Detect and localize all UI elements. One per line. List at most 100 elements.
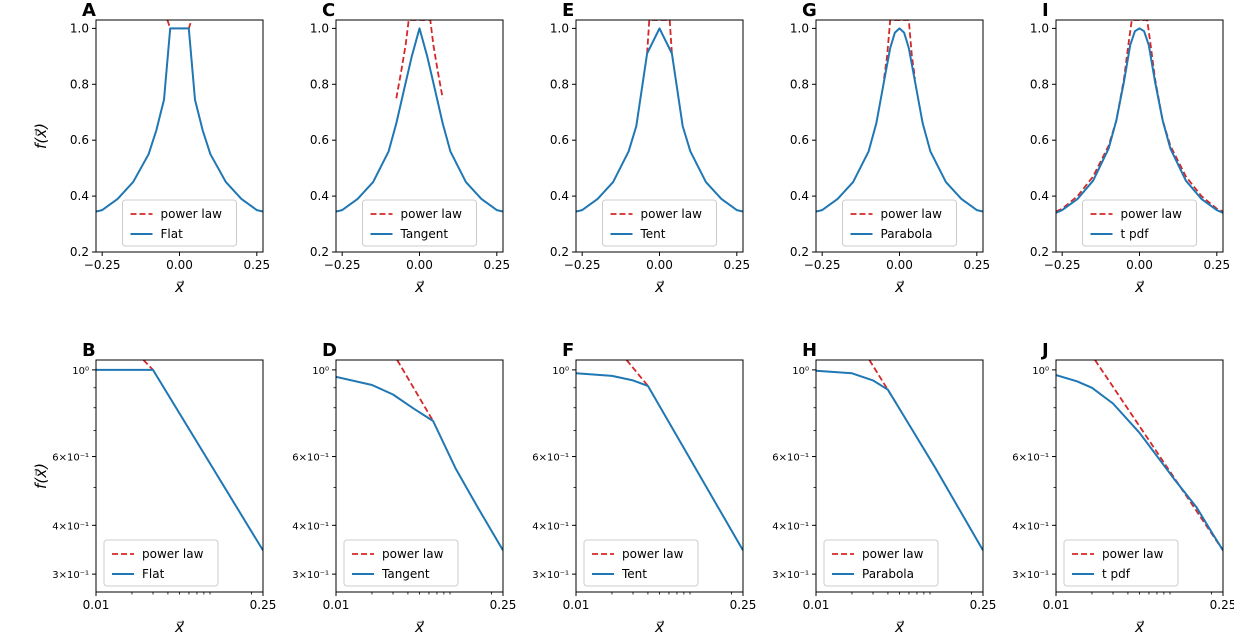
legend-label: t pdf (1102, 567, 1131, 581)
x-axis-label: x⃗ (1134, 618, 1144, 636)
y-tick-label: 0.2 (790, 245, 809, 259)
y-tick-label: 6×10⁻¹ (52, 453, 89, 464)
y-tick-label: 0.4 (1030, 189, 1049, 203)
x-axis-label: x⃗ (174, 278, 184, 296)
x-tick-label: 0.25 (250, 598, 277, 612)
legend: power law Parabola (823, 539, 939, 587)
x-tick-label: 0.01 (83, 598, 110, 612)
panel-letter: F (562, 340, 574, 361)
y-tick-label: 0.8 (70, 77, 89, 91)
power-law-line (166, 20, 193, 30)
y-tick-label: 3×10⁻¹ (532, 570, 569, 581)
y-tick-label: 1.0 (550, 21, 569, 35)
legend-label: power law (382, 547, 444, 561)
x-tick-label: 0.00 (1126, 258, 1153, 272)
x-tick-label: 0.01 (1043, 598, 1070, 612)
y-tick-label: 10⁰ (312, 366, 329, 377)
power-law-line (1094, 360, 1223, 551)
power-law-line (142, 360, 154, 371)
x-axis-label: x⃗ (654, 618, 664, 636)
legend: power law Parabola (842, 199, 957, 247)
y-tick-label: 0.8 (1030, 77, 1049, 91)
y-tick-label: 1.0 (70, 21, 89, 35)
x-tick-label: −0.25 (324, 258, 361, 272)
y-tick-label: 0.2 (550, 245, 569, 259)
panel-letter: D (322, 340, 337, 361)
legend-label: power law (142, 547, 204, 561)
y-tick-label: 3×10⁻¹ (772, 570, 809, 581)
y-tick-label: 0.8 (550, 77, 569, 91)
x-tick-label: −0.25 (84, 258, 121, 272)
y-axis-label: f(x⃗) (32, 463, 50, 489)
legend-label: power law (881, 207, 943, 221)
y-tick-label: 4×10⁻¹ (1012, 521, 1049, 532)
model-curve (96, 27, 263, 213)
x-tick-label: 0.25 (483, 258, 510, 272)
x-axis-label: x⃗ (414, 278, 424, 296)
y-tick-label: 1.0 (310, 21, 329, 35)
x-tick-label: 0.25 (1210, 598, 1234, 612)
y-tick-label: 10⁰ (1032, 366, 1049, 377)
legend: power law Flat (122, 199, 237, 247)
legend-label: power law (161, 207, 223, 221)
power-law-line (883, 20, 916, 79)
legend-label: Tent (621, 567, 647, 581)
y-tick-label: 10⁰ (552, 366, 569, 377)
panel-letter: G (802, 0, 817, 21)
y-tick-label: 1.0 (790, 21, 809, 35)
plot-area-F (576, 360, 743, 551)
legend-label: Parabola (881, 227, 933, 241)
y-tick-label: 3×10⁻¹ (52, 570, 89, 581)
x-tick-label: 0.25 (963, 258, 990, 272)
model-curve (336, 375, 503, 551)
y-tick-label: 4×10⁻¹ (292, 521, 329, 532)
legend: power law Tangent (362, 199, 477, 247)
x-tick-label: 0.00 (406, 258, 433, 272)
y-tick-label: 0.6 (790, 133, 809, 147)
legend-label: power law (622, 547, 684, 561)
y-tick-label: 0.6 (310, 133, 329, 147)
plot-area-B (96, 360, 263, 551)
y-tick-label: 0.8 (310, 77, 329, 91)
legend: power law Tent (602, 199, 717, 247)
plot-area-J (1056, 360, 1223, 551)
model-curve (816, 369, 983, 551)
x-tick-label: 0.25 (730, 598, 757, 612)
legend-label: power law (641, 207, 703, 221)
y-tick-label: 6×10⁻¹ (772, 453, 809, 464)
y-axis-label: f(x⃗) (32, 123, 50, 149)
x-axis-label: x⃗ (894, 278, 904, 296)
plot-area-I (1056, 20, 1223, 214)
model-curve (96, 368, 263, 551)
x-axis-label: x⃗ (174, 618, 184, 636)
x-tick-label: 0.00 (886, 258, 913, 272)
y-tick-label: 4×10⁻¹ (52, 521, 89, 532)
legend-label: t pdf (1121, 227, 1150, 241)
legend: power law Flat (103, 539, 219, 587)
plot-area-C (336, 20, 503, 213)
y-tick-label: 0.2 (70, 245, 89, 259)
legend-label: power law (862, 547, 924, 561)
legend: power law t pdf (1063, 539, 1179, 587)
plot-area-D (336, 360, 503, 551)
x-tick-label: 0.25 (970, 598, 997, 612)
model-curve (576, 372, 743, 551)
plot-area-A (96, 20, 263, 213)
power-law-line (625, 360, 649, 387)
y-tick-label: 3×10⁻¹ (292, 570, 329, 581)
legend: power law Tangent (343, 539, 459, 587)
legend-label: Tangent (400, 227, 449, 241)
x-axis-label: x⃗ (654, 278, 664, 296)
panel-letter: C (322, 0, 335, 21)
y-tick-label: 10⁰ (792, 366, 809, 377)
y-tick-label: 0.6 (70, 133, 89, 147)
legend-label: Tangent (381, 567, 430, 581)
y-tick-label: 0.8 (790, 77, 809, 91)
plot-area-H (816, 360, 983, 551)
x-axis-label: x⃗ (414, 618, 424, 636)
x-axis-label: x⃗ (894, 618, 904, 636)
